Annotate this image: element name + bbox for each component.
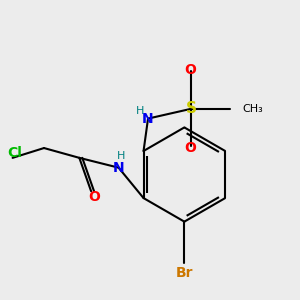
Text: Cl: Cl xyxy=(7,146,22,160)
Text: O: O xyxy=(184,62,196,76)
Text: N: N xyxy=(142,112,154,126)
Text: H: H xyxy=(117,151,126,161)
Text: S: S xyxy=(186,101,197,116)
Text: O: O xyxy=(184,141,196,155)
Text: O: O xyxy=(88,190,100,204)
Text: Br: Br xyxy=(176,266,193,280)
Text: H: H xyxy=(136,106,144,116)
Text: CH₃: CH₃ xyxy=(242,104,263,114)
Text: N: N xyxy=(113,161,124,175)
